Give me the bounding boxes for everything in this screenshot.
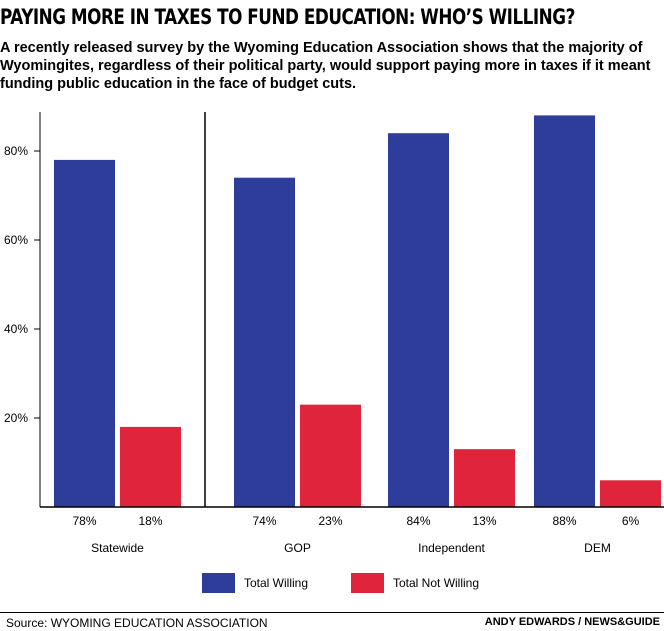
y-tick-label-40: 40%	[4, 322, 28, 336]
bar-statewide-total-willing	[54, 159, 115, 507]
bar-dem-total-not-willing	[600, 480, 661, 507]
category-label-gop: GOP	[284, 541, 311, 555]
legend-label-total-willing: Total Willing	[244, 576, 309, 590]
bar-chart: 20% 40% 60% 80% 78% 18% Statewide 74% 23% GOP 84% 1…	[4, 112, 664, 555]
legend-swatch-total-not-willing	[351, 573, 384, 593]
data-label-statewide-total-willing: 78%	[72, 514, 96, 528]
data-label-independent-total-willing: 84%	[406, 514, 430, 528]
legend-label-total-not-willing: Total Not Willing	[393, 576, 480, 590]
legend-swatch-total-willing	[202, 573, 235, 593]
source-note: Source: WYOMING EDUCATION ASSOCIATION	[6, 616, 268, 630]
bar-gop-total-not-willing	[300, 404, 361, 507]
chart-title: PAYING MORE IN TAXES TO FUND EDUCATION: …	[0, 5, 575, 29]
credit-line: ANDY EDWARDS / NEWS&GUIDE	[484, 616, 660, 628]
data-label-independent-total-not-willing: 13%	[472, 514, 496, 528]
category-label-independent: Independent	[418, 541, 485, 555]
y-tick-label-20: 20%	[4, 411, 28, 425]
data-label-gop-total-willing: 74%	[252, 514, 276, 528]
category-label-statewide: Statewide	[91, 541, 144, 555]
y-tick-label-80: 80%	[4, 144, 28, 158]
chart-subtitle: A recently released survey by the Wyomin…	[0, 40, 651, 92]
bar-statewide-total-not-willing	[120, 426, 181, 507]
data-label-dem-total-not-willing: 6%	[622, 514, 640, 528]
data-label-dem-total-willing: 88%	[552, 514, 576, 528]
data-label-gop-total-not-willing: 23%	[318, 514, 342, 528]
bar-dem-total-willing	[534, 115, 595, 508]
legend-item-total-willing: Total Willing	[202, 573, 308, 593]
legend: Total Willing Total Not Willing	[0, 573, 664, 593]
footer: Source: WYOMING EDUCATION ASSOCIATION AN…	[0, 612, 664, 631]
y-tick-label-60: 60%	[4, 233, 28, 247]
data-label-statewide-total-not-willing: 18%	[138, 514, 162, 528]
bar-independent-total-willing	[388, 133, 449, 507]
legend-item-total-not-willing: Total Not Willing	[351, 573, 479, 593]
bar-gop-total-willing	[234, 177, 295, 507]
category-label-dem: DEM	[584, 541, 611, 555]
bar-independent-total-not-willing	[454, 449, 515, 507]
